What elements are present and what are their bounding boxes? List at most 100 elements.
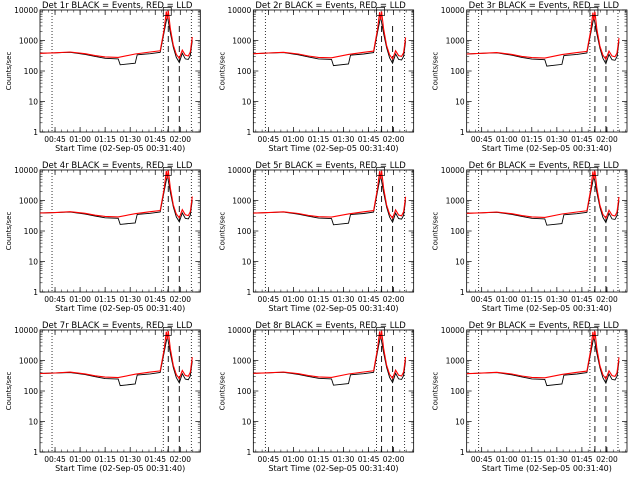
x-axis-label: Start Time (02-Sep-05 00:31:40) [55, 144, 185, 153]
y-axis-label: Counts/sec [218, 372, 226, 411]
y-tick-label: 1000 [446, 357, 465, 366]
panel-4: Det 4r BLACK = Events, RED = LLD 1 10 100 10… [5, 161, 201, 313]
x-tick-label: 01:00 [69, 295, 91, 304]
x-tick-label: 01:15 [94, 455, 116, 464]
series-line-lld [253, 330, 407, 380]
y-tick-label: 10000 [14, 326, 38, 335]
x-tick-label: 02:00 [596, 455, 618, 464]
series-line-events [39, 175, 193, 225]
y-tick-label: 1000 [446, 37, 465, 46]
x-tick-label: 00:45 [258, 135, 280, 144]
y-tick-label: 1000 [232, 357, 251, 366]
x-tick-label: 02:00 [383, 295, 405, 304]
y-tick-label: 10000 [227, 326, 251, 335]
y-axis-label: Counts/sec [432, 372, 440, 411]
x-tick-label: 01:15 [94, 295, 116, 304]
y-tick-label: 1 [33, 288, 38, 297]
y-tick-label: 1000 [446, 197, 465, 206]
y-tick-label: 1 [33, 128, 38, 137]
peak-marker-box [162, 167, 172, 176]
series-line-lld [466, 170, 620, 220]
y-tick-label: 1 [247, 448, 252, 457]
y-tick-label: 1 [33, 448, 38, 457]
y-tick-label: 10000 [14, 6, 38, 15]
panel-title: Det 5r BLACK = Events, RED = LLD [255, 161, 406, 171]
y-axis-label: Counts/sec [432, 212, 440, 251]
x-tick-label: 02:00 [383, 455, 405, 464]
series-line-events [466, 336, 620, 387]
peak-marker-box [162, 7, 172, 16]
x-tick-label: 01:30 [546, 455, 568, 464]
y-tick-label: 100 [450, 227, 465, 236]
series-line-events [466, 17, 620, 67]
peak-marker-box [376, 7, 385, 16]
x-tick-label: 01:45 [144, 295, 166, 304]
x-axis-label: Start Time (02-Sep-05 00:31:40) [55, 304, 185, 313]
x-axis-label: Start Time (02-Sep-05 00:31:40) [482, 304, 612, 313]
series-line-lld [466, 11, 620, 61]
panel-title: Det 4r BLACK = Events, RED = LLD [42, 161, 193, 171]
x-tick-label: 01:45 [358, 295, 380, 304]
series-line-events [253, 175, 407, 226]
x-tick-label: 01:30 [333, 295, 355, 304]
series-line-events [466, 175, 620, 226]
x-tick-label: 01:45 [358, 135, 380, 144]
panel-title: Det 7r BLACK = Events, RED = LLD [42, 321, 193, 331]
y-tick-label: 10000 [441, 6, 465, 15]
panel-6: Det 6r BLACK = Events, RED = LLD 1 10 100 10… [432, 161, 628, 313]
y-axis-label: Counts/sec [5, 212, 13, 251]
series-line-events [253, 16, 407, 67]
x-tick-label: 01:45 [571, 295, 593, 304]
y-tick-label: 100 [24, 387, 39, 396]
x-tick-label: 01:45 [144, 455, 166, 464]
series-line-lld [253, 170, 407, 220]
x-axis-label: Start Time (02-Sep-05 00:31:40) [268, 304, 398, 313]
y-tick-label: 10 [28, 98, 38, 107]
y-tick-label: 10 [28, 258, 38, 267]
y-tick-label: 1000 [19, 37, 38, 46]
x-tick-label: 01:15 [308, 455, 330, 464]
x-tick-label: 01:00 [283, 295, 305, 304]
panel-2: Det 2r BLACK = Events, RED = LLD 1 10 100 10… [218, 1, 415, 153]
series-line-lld [39, 10, 193, 60]
y-tick-label: 10 [455, 418, 465, 427]
peak-marker-box [162, 327, 172, 336]
panel-5: Det 5r BLACK = Events, RED = LLD 1 10 100 10… [218, 161, 415, 313]
x-tick-label: 01:00 [496, 455, 518, 464]
y-tick-label: 1 [460, 128, 465, 137]
x-tick-label: 00:45 [471, 295, 493, 304]
y-axis-label: Counts/sec [5, 52, 13, 91]
peak-marker-box [589, 167, 599, 176]
x-tick-label: 01:00 [283, 455, 305, 464]
x-tick-label: 01:00 [283, 135, 305, 144]
y-tick-label: 1000 [232, 37, 251, 46]
y-axis-label: Counts/sec [5, 372, 13, 411]
x-tick-label: 00:45 [471, 455, 493, 464]
y-axis-label: Counts/sec [218, 212, 226, 251]
peak-marker-box [589, 327, 599, 336]
y-tick-label: 100 [24, 227, 39, 236]
x-tick-label: 01:15 [94, 135, 116, 144]
panel-title: Det 8r BLACK = Events, RED = LLD [255, 321, 406, 331]
panel-title: Det 1r BLACK = Events, RED = LLD [42, 1, 193, 11]
y-tick-label: 10000 [441, 326, 465, 335]
x-axis-label: Start Time (02-Sep-05 00:31:40) [268, 464, 398, 473]
series-line-lld [466, 331, 620, 381]
x-axis-label: Start Time (02-Sep-05 00:31:40) [268, 144, 398, 153]
x-axis-label: Start Time (02-Sep-05 00:31:40) [482, 144, 612, 153]
x-tick-label: 01:30 [546, 295, 568, 304]
y-tick-label: 10000 [14, 166, 38, 175]
y-tick-label: 100 [237, 387, 252, 396]
panel-8: Det 8r BLACK = Events, RED = LLD 1 10 100 10… [218, 321, 415, 473]
panel-title: Det 6r BLACK = Events, RED = LLD [469, 161, 620, 171]
y-tick-label: 100 [237, 227, 252, 236]
x-tick-label: 01:30 [119, 135, 141, 144]
series-line-events [39, 336, 193, 387]
y-tick-label: 10 [455, 98, 465, 107]
panel-3: Det 3r BLACK = Events, RED = LLD 1 10 100 10… [432, 1, 628, 153]
panel-title: Det 3r BLACK = Events, RED = LLD [469, 1, 620, 11]
series-line-lld [39, 170, 193, 219]
series-line-lld [253, 11, 407, 61]
